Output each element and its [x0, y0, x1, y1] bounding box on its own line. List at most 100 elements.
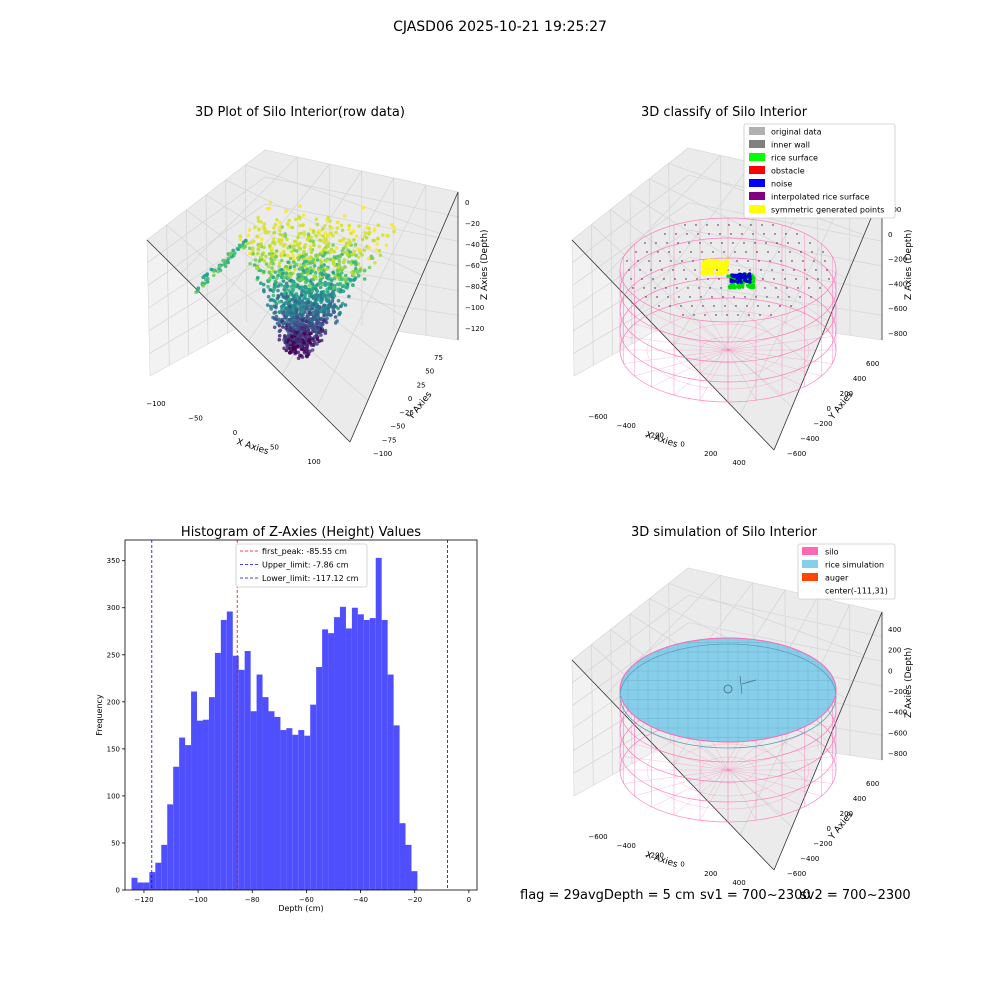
scatter-point	[290, 289, 295, 293]
scatter-point	[323, 231, 328, 235]
legend-label: silo	[825, 548, 839, 557]
interpolated-surface-point	[817, 278, 819, 280]
scatter-point	[319, 316, 324, 321]
y-tick-label: −100	[373, 450, 392, 458]
interpolated-surface-point	[681, 260, 683, 262]
histogram-legend: first_peak: -85.55 cm Upper_limit: -7.86 …	[235, 543, 368, 588]
scatter-point	[335, 268, 340, 273]
scatter-point	[309, 323, 314, 328]
scatter-point	[272, 226, 276, 230]
scatter-point	[352, 249, 357, 254]
z-tick-label: −400	[888, 709, 907, 717]
scatter-point	[302, 331, 306, 336]
interpolated-surface-point	[695, 224, 697, 226]
histogram-bar	[262, 697, 269, 890]
scatter-point	[287, 332, 291, 337]
scatter-point	[298, 304, 302, 308]
histogram-bar	[399, 823, 406, 890]
interpolated-surface-point	[679, 251, 681, 253]
scatter-point	[311, 229, 316, 233]
z-tick-label: 0	[888, 231, 892, 239]
scatter-point	[271, 293, 276, 298]
histogram-bar	[256, 674, 263, 890]
scatter-point	[300, 290, 304, 294]
interpolated-surface-point	[809, 242, 811, 244]
scatter-point	[298, 336, 303, 340]
scatter-point	[277, 300, 282, 304]
silo-floor-ring	[673, 323, 783, 377]
scatter-point	[270, 259, 274, 264]
y-tick-label: 25	[417, 381, 426, 389]
interpolated-surface-point	[743, 242, 745, 244]
scatter-point	[326, 244, 330, 249]
scatter-point	[339, 304, 344, 308]
status-sv1: sv1 = 700~2300	[700, 888, 811, 903]
interpolated-surface-point	[806, 278, 808, 280]
scatter-point	[277, 334, 282, 338]
histogram-bar	[197, 720, 203, 890]
scatter-point	[312, 243, 316, 248]
scatter-point	[320, 273, 325, 277]
histogram-bar	[167, 804, 174, 890]
interpolated-surface-point	[785, 233, 787, 235]
scatter-point	[310, 348, 315, 352]
scatter-point	[315, 222, 320, 227]
interpolated-surface-point	[775, 287, 777, 289]
scatter-point	[288, 265, 293, 270]
scatter-point	[347, 223, 352, 228]
scatter-point	[327, 232, 331, 237]
scatter-point	[306, 269, 311, 274]
scatter-point	[279, 241, 283, 246]
interpolated-surface-point	[665, 287, 667, 289]
scatter-point	[325, 312, 329, 317]
scatter-point	[344, 279, 348, 284]
legend-label: noise	[771, 180, 792, 189]
scatter-point	[304, 275, 308, 280]
scatter-point	[249, 240, 253, 245]
scatter-point	[216, 269, 220, 274]
z-tick-label: −800	[888, 330, 907, 338]
x-axis-line	[146, 239, 351, 443]
symmetric-generated-point	[710, 260, 714, 265]
interpolated-surface-point	[797, 287, 799, 289]
x-tick-label: 0	[680, 441, 684, 449]
legend-label: first_peak: -85.55 cm	[262, 547, 347, 556]
legend-label: center(-111,31)	[825, 587, 888, 596]
scatter-point	[293, 267, 297, 272]
scatter-point	[268, 298, 273, 303]
interpolated-surface-point	[737, 314, 739, 316]
histogram-bar	[173, 766, 180, 890]
scatter-point	[376, 223, 381, 228]
interpolated-surface-point	[742, 287, 744, 289]
scatter-point	[331, 290, 335, 294]
scatter-point	[268, 243, 272, 248]
interpolated-surface-point	[784, 278, 786, 280]
scatter-point	[341, 246, 346, 251]
scatter-point	[296, 356, 301, 361]
symmetric-generated-point	[716, 265, 720, 269]
interpolated-surface-point	[774, 233, 776, 235]
scatter-point	[326, 306, 331, 311]
histogram-bar	[316, 667, 323, 890]
scatter-point	[338, 255, 342, 259]
noise-point	[748, 272, 752, 276]
scatter-point	[281, 325, 285, 329]
histogram-bar	[232, 655, 239, 890]
status-flag: flag = 29	[520, 888, 581, 903]
symmetric-generated-point	[713, 263, 718, 268]
histogram-bar	[411, 871, 418, 890]
interpolated-surface-point	[735, 305, 737, 307]
scatter-point	[323, 237, 328, 241]
scatter-point	[292, 341, 296, 345]
scatter-point	[325, 218, 329, 223]
classify-interpolated-surface	[626, 224, 830, 316]
scatter-point	[295, 319, 300, 323]
scatter-point	[323, 224, 327, 228]
scatter-point	[264, 254, 268, 259]
simulation-rice-surface	[619, 637, 837, 749]
interpolated-surface-point	[795, 278, 797, 280]
interpolated-surface-point	[779, 305, 781, 307]
scatter-point	[286, 320, 291, 324]
legend-swatch	[749, 179, 765, 187]
scatter-point	[323, 280, 328, 285]
